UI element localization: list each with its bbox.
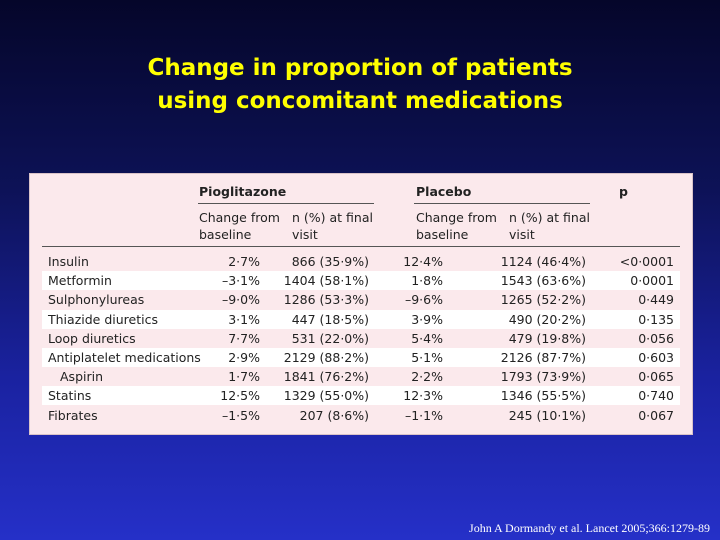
pioglitazone-n: 1404 (58·1%) xyxy=(283,273,369,289)
pioglitazone-change: –9·0% xyxy=(221,292,260,308)
placebo-n: 1265 (52·2%) xyxy=(500,292,586,308)
p-value: 0·067 xyxy=(638,407,674,423)
placebo-n: 1793 (73·9%) xyxy=(500,369,586,385)
placebo-n: 1543 (63·6%) xyxy=(500,273,586,289)
rule-pioglitazone xyxy=(198,203,374,204)
table-row: Sulphonylureas –9·0% 1286 (53·3%) –9·6% 1265… xyxy=(42,290,680,309)
table-row: Statins 12·5% 1329 (55·0%) 12·3% 1346 (55·5%… xyxy=(42,386,680,406)
subheader-pio-change: Change from baseline xyxy=(199,210,280,242)
placebo-n: 1124 (46·4%) xyxy=(500,254,586,269)
pioglitazone-n: 866 (35·9%) xyxy=(291,254,369,269)
placebo-n: 479 (19·8%) xyxy=(508,330,586,346)
row-name: Antiplatelet medications xyxy=(48,350,201,365)
slide-title-line-1: Change in proportion of patients xyxy=(147,55,573,81)
pioglitazone-change: –3·1% xyxy=(221,273,260,289)
row-name: Loop diuretics xyxy=(48,330,136,346)
subheader-placebo-n: n (%) at final visit xyxy=(509,210,590,242)
placebo-change: –1·1% xyxy=(404,407,443,423)
header-rule xyxy=(42,246,680,247)
row-name: Aspirin xyxy=(60,369,104,385)
pioglitazone-change: 2·7% xyxy=(228,254,260,269)
table-row: Fibrates –1·5% 207 (8·6%) –1·1% 245 (10·1%) 0… xyxy=(42,406,680,425)
table-row: Antiplatelet medications 2·9% 2129 (88·2%)… xyxy=(42,348,680,367)
placebo-change: 2·2% xyxy=(411,369,443,385)
placebo-n: 245 (10·1%) xyxy=(508,407,586,423)
placebo-change: 12·3% xyxy=(403,388,443,404)
table-row: Loop diuretics 7·7% 531 (22·0%) 5·4% 479 (19… xyxy=(42,329,680,348)
rule-placebo xyxy=(414,203,590,204)
header-placebo: Placebo xyxy=(416,184,472,199)
placebo-change: 3·9% xyxy=(411,311,443,327)
slide-title-line-2: using concomitant medications xyxy=(157,88,563,114)
row-name: Sulphonylureas xyxy=(48,292,145,308)
table-row: Metformin –3·1% 1404 (58·1%) 1·8% 1543 (63·6… xyxy=(42,271,680,291)
p-value: 0·056 xyxy=(638,330,674,346)
header-p: p xyxy=(619,184,628,199)
placebo-change: 12·4% xyxy=(403,254,443,269)
subheader-pio-n: n (%) at final visit xyxy=(292,210,373,242)
pioglitazone-n: 1286 (53·3%) xyxy=(283,292,369,308)
row-name: Thiazide diuretics xyxy=(48,311,158,327)
row-name: Statins xyxy=(48,388,92,404)
citation: John A Dormandy et al. Lancet 2005;366:1… xyxy=(469,521,710,535)
pioglitazone-change: 12·5% xyxy=(220,388,260,404)
p-value: 0·740 xyxy=(638,388,674,404)
p-value: 0·065 xyxy=(638,369,674,385)
row-name: Fibrates xyxy=(48,407,98,423)
table-row: Insulin 2·7% 866 (35·9%) 12·4% 1124 (46·4%) <… xyxy=(42,252,680,271)
pioglitazone-change: 7·7% xyxy=(228,330,260,346)
medications-table: Pioglitazone Placebo p Change from basel… xyxy=(29,173,693,435)
pioglitazone-n: 207 (8·6%) xyxy=(299,407,369,423)
placebo-change: –9·6% xyxy=(404,292,443,308)
subheader-placebo-change: Change from baseline xyxy=(416,210,497,242)
row-name: Metformin xyxy=(48,273,112,289)
p-value: 0·603 xyxy=(638,350,674,365)
pioglitazone-change: 1·7% xyxy=(228,369,260,385)
placebo-n: 2126 (87·7%) xyxy=(500,350,586,365)
p-value: 0·449 xyxy=(638,292,674,308)
pioglitazone-change: –1·5% xyxy=(221,407,260,423)
placebo-change: 1·8% xyxy=(411,273,443,289)
placebo-change: 5·4% xyxy=(411,330,443,346)
pioglitazone-change: 2·9% xyxy=(228,350,260,365)
placebo-n: 490 (20·2%) xyxy=(508,311,586,327)
placebo-n: 1346 (55·5%) xyxy=(500,388,586,404)
row-name: Insulin xyxy=(48,254,89,269)
p-value: 0·0001 xyxy=(630,273,674,289)
table-row: Aspirin 1·7% 1841 (76·2%) 2·2% 1793 (73·9%) 0… xyxy=(42,367,680,386)
p-value: <0·0001 xyxy=(619,254,674,269)
pioglitazone-n: 2129 (88·2%) xyxy=(283,350,369,365)
pioglitazone-n: 531 (22·0%) xyxy=(291,330,369,346)
placebo-change: 5·1% xyxy=(411,350,443,365)
header-pioglitazone: Pioglitazone xyxy=(199,184,287,199)
slide-title: Change in proportion of patients using c… xyxy=(0,52,720,118)
pioglitazone-n: 447 (18·5%) xyxy=(291,311,369,327)
pioglitazone-n: 1329 (55·0%) xyxy=(283,388,369,404)
table-row: Thiazide diuretics 3·1% 447 (18·5%) 3·9% 490… xyxy=(42,309,680,329)
pioglitazone-change: 3·1% xyxy=(228,311,260,327)
p-value: 0·135 xyxy=(638,311,674,327)
pioglitazone-n: 1841 (76·2%) xyxy=(283,369,369,385)
